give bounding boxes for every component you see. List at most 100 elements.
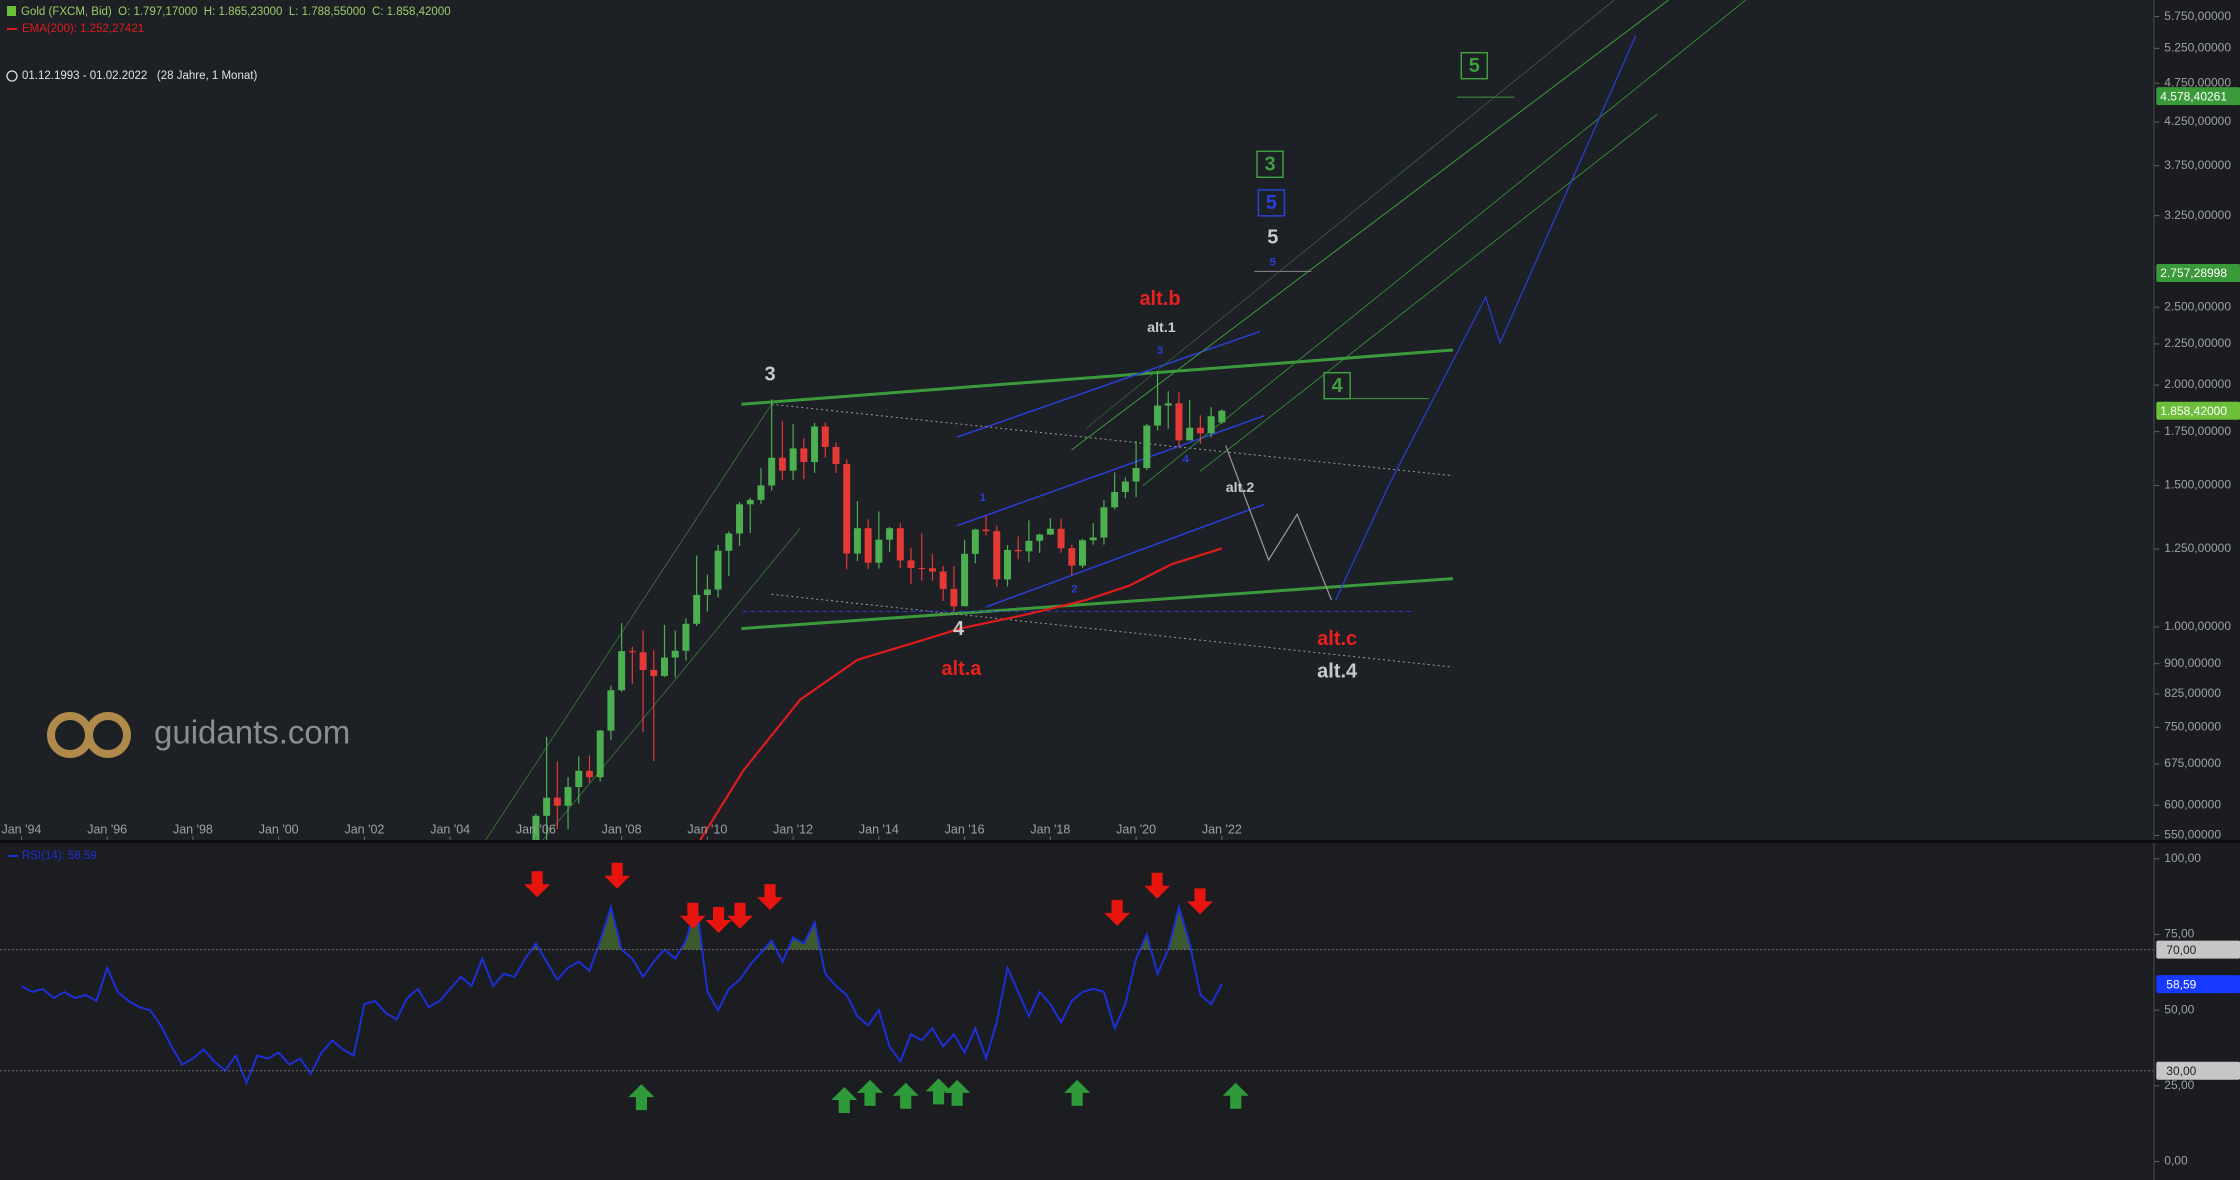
x-tick-label: Jan '18 bbox=[1030, 822, 1070, 836]
sell-arrow bbox=[679, 902, 706, 929]
y-tick-label: 75,00 bbox=[2164, 927, 2194, 941]
candle-body bbox=[1196, 427, 1204, 434]
sell-arrow bbox=[727, 902, 753, 929]
buy-arrow bbox=[628, 1084, 655, 1111]
wave-label: alt.1 bbox=[1147, 320, 1176, 336]
logo-ring bbox=[85, 712, 131, 758]
wave-label: 3 bbox=[1264, 154, 1275, 176]
x-tick-label: Jan '08 bbox=[602, 822, 642, 836]
x-tick-label: Jan '22 bbox=[1202, 822, 1242, 836]
candle-body bbox=[1143, 425, 1151, 468]
last-value-badge bbox=[2156, 975, 2240, 994]
buy-arrow bbox=[1222, 1082, 1249, 1109]
candle-body bbox=[971, 529, 979, 554]
y-tick-label: 3.250,00000 bbox=[2164, 208, 2231, 222]
candle-body bbox=[703, 589, 711, 595]
candle-body bbox=[650, 669, 658, 676]
trend-line bbox=[956, 330, 1261, 438]
x-tick-label: Jan '02 bbox=[344, 822, 384, 836]
axes: 5.750,00000 5.250,00000 4.750,00000 4.250,0… bbox=[0, 9, 2240, 1168]
buy-arrow bbox=[1064, 1079, 1091, 1106]
y-tick-label: 1.250,00000 bbox=[2164, 541, 2231, 555]
wave-label: 4 bbox=[953, 618, 965, 640]
y-tick-label: 1.500,00000 bbox=[2164, 478, 2231, 492]
price-plot bbox=[485, 0, 1746, 840]
y-tick-label: 675,00000 bbox=[2164, 756, 2221, 770]
sell-arrow bbox=[1144, 872, 1171, 899]
wave-label: 3 bbox=[764, 364, 775, 386]
y-tick-label: 2.250,00000 bbox=[2164, 336, 2231, 350]
date-range: 01.12.1993 - 01.02.2022 (28 Jahre, 1 Mon… bbox=[22, 70, 257, 82]
candle-body bbox=[800, 448, 808, 463]
sell-arrow bbox=[524, 871, 551, 898]
last-value-label: 58,59 bbox=[2166, 977, 2196, 991]
x-tick-label: Jan '20 bbox=[1116, 822, 1156, 836]
buy-arrow bbox=[944, 1079, 971, 1106]
candle-body bbox=[811, 426, 819, 463]
candle-body bbox=[661, 657, 669, 676]
price-badge-label: 4.578,40261 bbox=[2160, 89, 2227, 103]
candle-body bbox=[1186, 427, 1194, 441]
wave-label: 5 bbox=[1270, 256, 1277, 268]
price-badge-label: 1.858,42000 bbox=[2160, 404, 2227, 418]
instrument-header: Gold (FXCM, Bid) O: 1.797,17000 H: 1.865… bbox=[21, 6, 451, 18]
wave-box bbox=[1460, 51, 1489, 80]
candle-body bbox=[950, 588, 958, 607]
candle-body bbox=[553, 797, 561, 806]
candle-body bbox=[1014, 549, 1022, 552]
projection-path bbox=[1225, 445, 1332, 601]
sell-arrow bbox=[1187, 888, 1213, 915]
x-tick-label: Jan '04 bbox=[430, 822, 470, 836]
x-tick-label: Jan '14 bbox=[859, 822, 899, 836]
y-tick-label: 825,00000 bbox=[2164, 686, 2221, 700]
candle-body bbox=[1175, 403, 1183, 441]
candle-body bbox=[961, 553, 969, 607]
candle-body bbox=[1036, 534, 1044, 541]
wave-label: alt.a bbox=[941, 658, 982, 680]
price-badge bbox=[2156, 401, 2240, 420]
wave-box bbox=[1257, 189, 1286, 217]
candle-body bbox=[543, 797, 551, 816]
candle-body bbox=[1089, 537, 1097, 541]
x-tick-label: Jan '96 bbox=[87, 822, 127, 836]
candle-body bbox=[1207, 416, 1215, 434]
candle-body bbox=[607, 690, 615, 731]
band-badge-label: 70,00 bbox=[2166, 943, 2196, 957]
buy-arrow bbox=[892, 1082, 919, 1109]
wave-label: 2 bbox=[1071, 584, 1077, 596]
trend-line bbox=[956, 415, 1265, 527]
band-badge bbox=[2156, 1061, 2240, 1080]
sell-arrow bbox=[705, 907, 732, 933]
candle-body bbox=[1111, 492, 1119, 508]
candle-body bbox=[864, 528, 872, 563]
wave-label: 1 bbox=[980, 492, 987, 504]
wave-label: alt.2 bbox=[1226, 480, 1255, 496]
candle-body bbox=[639, 652, 647, 670]
y-tick-label: 900,00000 bbox=[2164, 656, 2221, 670]
candle-body bbox=[1046, 528, 1054, 535]
trend-line bbox=[1199, 113, 1658, 472]
y-tick-label: 5.750,00000 bbox=[2164, 9, 2231, 23]
candle-body bbox=[532, 815, 540, 840]
wave-label: 5 bbox=[1266, 192, 1277, 214]
wave-label: 4 bbox=[1183, 454, 1190, 466]
candle-body bbox=[618, 651, 626, 691]
instrument-icon bbox=[7, 6, 16, 16]
logo: guidants.com bbox=[47, 712, 350, 758]
y-tick-label: 50,00 bbox=[2164, 1002, 2194, 1016]
candle-body bbox=[1132, 467, 1140, 482]
candle-body bbox=[1121, 481, 1129, 493]
candle-body bbox=[853, 528, 861, 554]
candle-body bbox=[746, 499, 754, 505]
candle-body bbox=[596, 730, 604, 778]
projection-path bbox=[1335, 35, 1637, 601]
x-tick-label: Jan '10 bbox=[687, 822, 727, 836]
candle-body bbox=[757, 485, 765, 500]
x-tick-label: Jan '06 bbox=[516, 822, 556, 836]
y-tick-label: 25,00 bbox=[2164, 1078, 2194, 1092]
wave-label: alt.4 bbox=[1317, 661, 1358, 683]
candle-body bbox=[564, 787, 572, 806]
x-tick-label: Jan '00 bbox=[259, 822, 299, 836]
wave-label: 4 bbox=[1332, 375, 1344, 397]
buy-arrow bbox=[857, 1079, 883, 1106]
